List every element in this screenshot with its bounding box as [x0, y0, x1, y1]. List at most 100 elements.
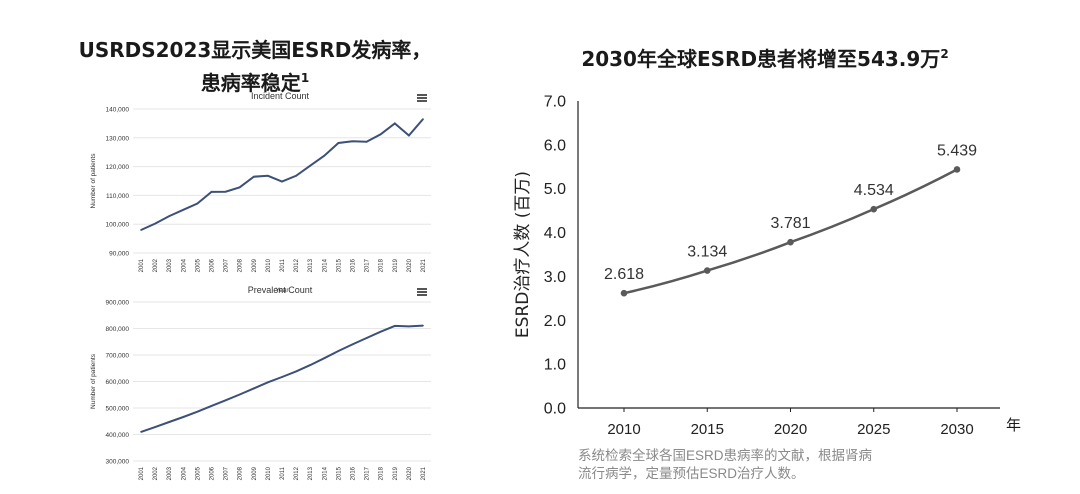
prevalent-x-tick-label: 2021 — [421, 466, 427, 480]
prevalent-data-point — [140, 431, 142, 433]
incident-x-tick-label: 2005 — [195, 258, 201, 272]
projection-data-label: 3.781 — [770, 215, 810, 232]
prevalent-x-tick-label: 2016 — [351, 466, 357, 480]
projection-x-tick-label: 2025 — [857, 421, 890, 438]
prevalent-data-point — [154, 426, 156, 428]
incident-data-point — [295, 175, 297, 177]
incident-data-point — [182, 209, 185, 211]
prevalent-data-point — [295, 370, 297, 373]
projection-y-tick-label: 5.0 — [544, 181, 566, 198]
prevalent-data-point — [210, 405, 213, 407]
prevalent-data-point — [337, 350, 340, 352]
right-title-text: 2030年全球ESRD患者将增至543.9万 — [581, 47, 941, 71]
projection-data-point — [703, 267, 711, 274]
projection-data-point — [870, 205, 878, 213]
prevalent-y-tick-label: 700,000 — [106, 353, 130, 360]
footnote-line2: 流行病学，定量预估ESRD治疗人数。 — [578, 466, 805, 481]
prevalent-data-point — [394, 325, 396, 327]
prevalent-x-tick-label: 2019 — [393, 466, 399, 480]
prevalent-data-point — [351, 343, 354, 346]
prevalent-x-tick-label: 2006 — [210, 466, 216, 480]
prevalent-x-tick-label: 2008 — [238, 466, 244, 480]
prevalent-data-point — [422, 324, 424, 327]
incident-y-tick-label: 110,000 — [106, 193, 129, 200]
incident-data-point — [337, 142, 340, 144]
incident-x-tick-label: 2011 — [280, 258, 286, 272]
prevalent-x-tick-label: 2011 — [280, 466, 286, 480]
incident-data-point — [351, 140, 354, 143]
incident-data-point — [365, 141, 368, 143]
incident-data-point — [210, 191, 213, 193]
incident-y-tick-label: 140,000 — [106, 107, 130, 114]
footnote-line1: 系统检索全球各国ESRD患病率的文献，根据肾病 — [578, 448, 873, 463]
prevalent-data-point — [168, 421, 170, 423]
menu-icon[interactable] — [417, 288, 427, 296]
incident-chart-title: Incident Count — [250, 91, 310, 101]
prevalent-y-tick-label: 300,000 — [106, 459, 130, 466]
incident-x-tick-label: 2004 — [181, 258, 187, 272]
prevalent-data-point — [281, 376, 283, 378]
projection-y-tick-label: 7.0 — [544, 94, 566, 111]
menu-icon[interactable] — [417, 94, 427, 102]
incident-x-tick-label: 2009 — [252, 258, 258, 272]
incident-data-point — [140, 229, 142, 231]
projection-x-tick-label: 2030 — [940, 421, 973, 438]
incident-x-tick-label: 2014 — [322, 258, 328, 272]
incident-x-tick-label: 2015 — [336, 258, 342, 272]
prevalent-data-point — [224, 399, 227, 402]
prevalent-data-point — [196, 410, 199, 413]
prevalent-x-tick-label: 2001 — [139, 466, 145, 480]
projection-y-axis-label: ESRD治疗人数 (百万) — [513, 171, 533, 338]
projection-data-label: 2.618 — [604, 266, 644, 283]
incident-x-tick-label: 2018 — [379, 258, 385, 272]
prevalent-x-tick-label: 2010 — [266, 466, 272, 480]
projection-x-unit: 年 — [1006, 417, 1022, 434]
prevalent-x-tick-label: 2017 — [365, 466, 371, 480]
incident-x-tick-label: 2001 — [139, 258, 145, 272]
prevalent-data-point — [253, 387, 255, 390]
prevalent-x-tick-label: 2012 — [294, 466, 300, 480]
incident-data-point — [196, 202, 199, 205]
projection-y-tick-label: 0.0 — [544, 401, 566, 418]
prevalent-y-tick-label: 600,000 — [106, 379, 130, 386]
projection-data-label: 4.534 — [854, 182, 894, 199]
incident-x-tick-label: 2021 — [421, 258, 427, 272]
prevalent-data-point — [365, 337, 368, 339]
prevalent-x-tick-label: 2009 — [252, 466, 258, 480]
left-title: USRDS2023显示美国ESRD发病率， 患病率稳定1 — [30, 36, 480, 97]
projection-y-tick-label: 1.0 — [544, 357, 566, 374]
incident-data-point — [281, 180, 283, 183]
incident-y-tick-label: 130,000 — [106, 135, 130, 142]
projection-data-point — [953, 166, 961, 173]
incident-x-tick-label: 2020 — [407, 258, 413, 272]
projection-x-tick-label: 2015 — [691, 421, 724, 438]
left-title-superscript: 1 — [300, 71, 310, 85]
projection-y-tick-label: 4.0 — [544, 225, 566, 242]
prevalent-data-point — [238, 393, 241, 396]
incident-x-axis-label: Year — [275, 287, 289, 294]
prevalent-data-point — [309, 364, 312, 366]
prevalent-data-point — [182, 416, 185, 418]
prevalent-x-tick-label: 2003 — [167, 466, 173, 480]
right-title-superscript: 2 — [940, 47, 949, 61]
incident-x-tick-label: 2002 — [153, 258, 159, 272]
incident-x-tick-label: 2013 — [308, 258, 314, 272]
incident-data-point — [238, 186, 241, 189]
incident-x-tick-label: 2003 — [167, 258, 173, 272]
left-title-line2: 患病率稳定 — [200, 71, 301, 95]
prevalent-data-point — [408, 325, 410, 328]
prevalent-x-tick-label: 2020 — [407, 466, 413, 480]
incident-y-tick-label: 120,000 — [106, 164, 130, 171]
prevalent-data-point — [379, 330, 382, 333]
incident-x-tick-label: 2017 — [365, 258, 371, 272]
incident-x-tick-label: 2016 — [351, 258, 357, 272]
prevalent-y-tick-label: 800,000 — [106, 326, 130, 333]
projection-data-label: 3.134 — [687, 244, 727, 261]
incident-data-point — [224, 190, 227, 193]
prevalent-x-tick-label: 2005 — [195, 466, 201, 480]
incident-data-point — [168, 215, 170, 217]
prevalent-x-tick-label: 2014 — [322, 466, 328, 480]
projection-data-label: 5.439 — [937, 142, 977, 159]
